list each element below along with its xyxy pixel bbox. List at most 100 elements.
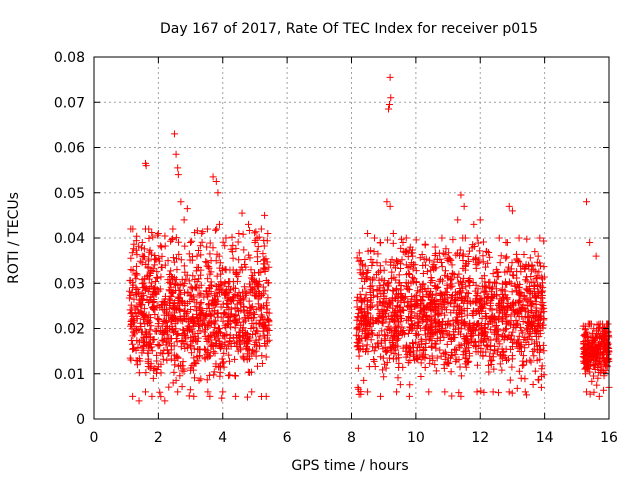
data-point (169, 325, 177, 333)
data-point (156, 303, 164, 311)
data-point (194, 322, 202, 330)
data-point (133, 251, 141, 259)
data-point (172, 280, 180, 288)
data-point (487, 326, 495, 334)
data-point (189, 328, 197, 336)
y-tick-label: 0 (76, 412, 85, 428)
data-point (147, 333, 155, 341)
data-point (536, 234, 544, 242)
data-point (407, 303, 415, 311)
data-point (537, 282, 545, 290)
data-point (157, 273, 165, 281)
data-point (459, 351, 467, 359)
data-point (253, 253, 261, 261)
data-point (361, 318, 369, 326)
data-point (521, 344, 529, 352)
data-point (254, 243, 262, 251)
data-point (472, 338, 480, 346)
data-point (479, 258, 487, 266)
data-point (508, 259, 516, 267)
data-point (132, 262, 140, 270)
data-point (353, 254, 361, 262)
data-point (483, 248, 491, 256)
data-point (515, 313, 523, 321)
data-point (204, 225, 212, 233)
data-point (197, 298, 205, 306)
data-point (426, 256, 434, 264)
data-point (471, 255, 479, 263)
data-point (197, 375, 205, 383)
data-point (146, 364, 154, 372)
data-point (262, 276, 270, 284)
data-point (530, 352, 538, 360)
data-point (463, 338, 471, 346)
data-point (431, 243, 439, 251)
data-point (172, 150, 180, 158)
data-point (138, 238, 146, 246)
data-point (479, 338, 487, 346)
data-point (174, 388, 182, 396)
data-point (370, 274, 378, 282)
data-point (530, 318, 538, 326)
x-tick-label: 2 (154, 430, 163, 446)
data-point (538, 294, 546, 302)
data-point (265, 309, 273, 317)
data-point (187, 239, 195, 247)
data-point (380, 277, 388, 285)
data-point (532, 304, 540, 312)
data-point (192, 267, 200, 275)
data-point (537, 383, 545, 391)
data-point (589, 372, 597, 380)
data-point (414, 302, 422, 310)
data-point (216, 259, 224, 267)
data-point (421, 354, 429, 362)
data-point (220, 363, 228, 371)
data-point (458, 316, 466, 324)
data-point (441, 267, 449, 275)
data-point (586, 390, 594, 398)
data-point (526, 282, 534, 290)
data-point (432, 326, 440, 334)
data-point (602, 329, 610, 337)
data-point (127, 225, 135, 233)
data-point (219, 358, 227, 366)
data-point (402, 234, 410, 242)
data-point (138, 259, 146, 267)
data-point (491, 314, 499, 322)
data-point (173, 266, 181, 274)
data-point (196, 327, 204, 335)
data-point (522, 338, 530, 346)
data-point (586, 239, 594, 247)
data-point (212, 177, 220, 185)
data-point (449, 316, 457, 324)
data-point (408, 309, 416, 317)
data-point (133, 361, 141, 369)
data-point (386, 343, 394, 351)
data-point (589, 338, 597, 346)
data-point (165, 383, 173, 391)
data-point (250, 310, 258, 318)
data-point (211, 317, 219, 325)
data-point (405, 392, 413, 400)
data-point (503, 253, 511, 261)
data-point (232, 270, 240, 278)
data-point (161, 232, 169, 240)
data-point (177, 290, 185, 298)
data-point (363, 273, 371, 281)
data-point (141, 320, 149, 328)
data-point (383, 346, 391, 354)
data-point (465, 349, 473, 357)
data-point (404, 316, 412, 324)
data-point (260, 242, 268, 250)
data-point (160, 318, 168, 326)
data-point (473, 299, 481, 307)
data-point (136, 357, 144, 365)
data-point (174, 171, 182, 179)
data-point (358, 284, 366, 292)
data-point (459, 250, 467, 258)
data-point (210, 368, 218, 376)
data-point (423, 304, 431, 312)
data-point (488, 356, 496, 364)
data-point (257, 225, 265, 233)
data-point (255, 289, 263, 297)
